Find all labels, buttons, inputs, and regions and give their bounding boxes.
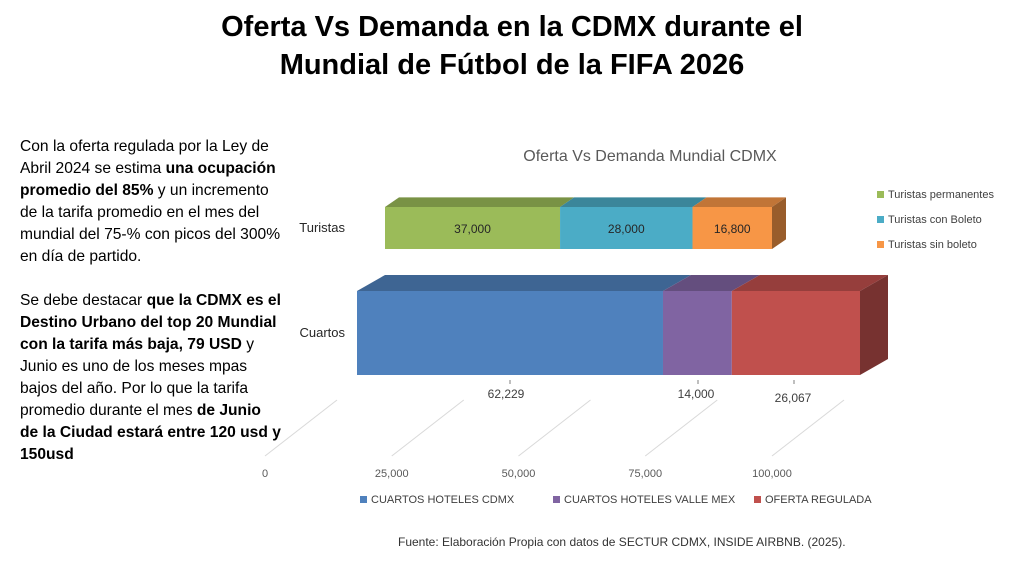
legend-label: Turistas sin boleto — [888, 239, 977, 251]
p2-segment-1: que la CDMX es el Destino Urbano del top… — [20, 292, 281, 353]
legend-label: CUARTOS HOTELES CDMX — [371, 494, 515, 506]
legend-label: Turistas permanentes — [888, 189, 994, 201]
category-label: Cuartos — [299, 325, 345, 340]
bar-value-label: 37,000 — [454, 222, 491, 236]
bar-value-label: 16,800 — [714, 222, 751, 236]
x-tick-label: 75,000 — [628, 468, 662, 480]
legend-label: OFERTA REGULADA — [765, 494, 872, 506]
bar-top — [731, 275, 888, 291]
p1-segment-2: y un incremento de la tarifa promedio en… — [20, 182, 281, 265]
paragraph-tariff: Se debe destacar que la CDMX es el Desti… — [20, 290, 282, 466]
x-tick-label: 25,000 — [375, 468, 409, 480]
page-title-line-2: Mundial de Fútbol de la FIFA 2026 — [279, 49, 745, 81]
category-label: Turistas — [299, 220, 345, 235]
bar-segment — [731, 291, 860, 375]
page-title: Oferta Vs Demanda en la CDMX durante el … — [0, 8, 1024, 84]
bar-value-label: 14,000 — [678, 387, 715, 401]
bar-top — [357, 275, 691, 291]
p2-segment-0: Se debe destacar — [20, 292, 147, 309]
bar-segment — [357, 291, 663, 375]
legend-swatch — [877, 216, 884, 223]
p1-segment-0: Con la oferta regulada por la Ley de Abr… — [20, 138, 269, 177]
source-note: Fuente: Elaboración Propia con datos de … — [398, 535, 846, 549]
paragraph-occupancy: Con la oferta regulada por la Ley de Abr… — [20, 136, 282, 268]
bar-value-label: 28,000 — [608, 222, 645, 236]
x-tick-label: 50,000 — [502, 468, 536, 480]
legend-label: Turistas con Boleto — [888, 214, 982, 226]
p1-segment-1: una ocupación promedio del 85% — [20, 160, 276, 199]
bar-top — [560, 197, 707, 207]
p2-segment-3: de Junio de la Ciudad estará entre 120 u… — [20, 402, 281, 463]
gridline — [771, 399, 845, 457]
bar-value-label: 26,067 — [775, 391, 812, 405]
chart-title: Oferta Vs Demanda Mundial CDMX — [523, 148, 777, 165]
gridline — [391, 399, 465, 457]
description-text: Con la oferta regulada por la Ley de Abr… — [20, 136, 282, 488]
gridline — [264, 399, 338, 457]
bar-value-label: 62,229 — [488, 387, 525, 401]
bar-side — [860, 275, 888, 375]
gridline — [644, 399, 718, 457]
bar-top — [385, 197, 575, 207]
page-title-line-1: Oferta Vs Demanda en la CDMX durante el — [221, 11, 803, 43]
bar-side — [772, 197, 786, 249]
gridline — [518, 399, 591, 457]
p2-segment-2: y Junio es uno de los meses mpas bajos d… — [20, 336, 255, 419]
bar-top — [692, 197, 786, 207]
bar-segment — [662, 291, 732, 375]
legend-swatch — [877, 191, 884, 198]
legend-label: CUARTOS HOTELES VALLE MEX — [564, 494, 736, 506]
legend-swatch — [360, 496, 367, 503]
x-tick-label: 100,000 — [752, 468, 792, 480]
bar-segment — [385, 207, 561, 249]
bar-segment — [560, 207, 693, 249]
bar-top — [662, 275, 760, 291]
legend-swatch — [754, 496, 761, 503]
bar-segment — [692, 207, 772, 249]
legend-swatch — [553, 496, 560, 503]
legend-swatch — [877, 241, 884, 248]
x-tick-label: 0 — [262, 468, 268, 480]
